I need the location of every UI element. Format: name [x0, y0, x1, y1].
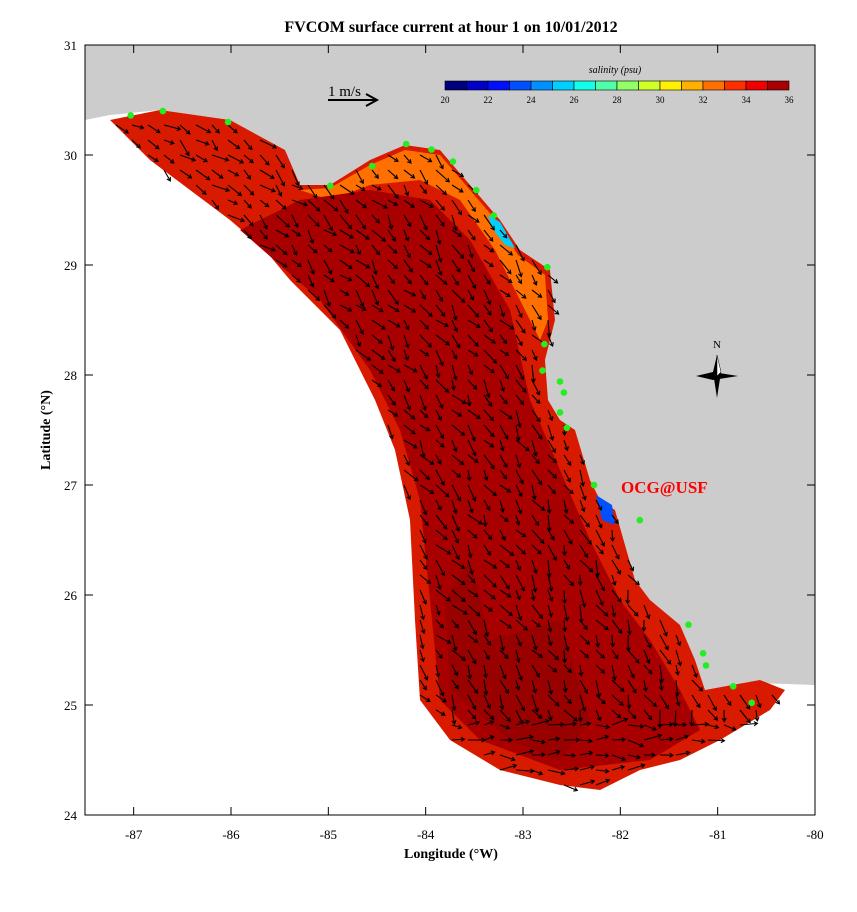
station-marker: [403, 141, 410, 148]
colorbar-swatch: [510, 81, 532, 90]
station-marker: [730, 683, 737, 690]
scale-arrow-label: 1 m/s: [328, 84, 361, 100]
station-marker: [557, 378, 564, 385]
station-marker: [685, 621, 692, 628]
colorbar-tick-label: 34: [742, 95, 752, 105]
station-marker: [564, 425, 571, 432]
credit-label: OCG@USF: [621, 478, 708, 497]
station-marker: [539, 367, 546, 374]
station-marker: [557, 409, 564, 416]
x-axis-label: Longitude (°W): [404, 847, 498, 862]
colorbar-swatch: [467, 81, 489, 90]
colorbar-swatch: [488, 81, 510, 90]
y-tick-label: 26: [64, 588, 78, 603]
station-marker: [450, 158, 457, 165]
y-tick-label: 24: [64, 808, 78, 823]
station-marker: [541, 341, 548, 348]
colorbar-swatch: [660, 81, 682, 90]
colorbar-swatch: [596, 81, 618, 90]
x-tick-label: -83: [514, 827, 531, 842]
north-label: N: [713, 339, 721, 351]
station-marker: [127, 112, 134, 119]
colorbar-tick-label: 36: [785, 95, 795, 105]
y-tick-label: 30: [64, 148, 77, 163]
station-marker: [327, 183, 334, 190]
x-tick-label: -86: [222, 827, 240, 842]
station-marker: [748, 700, 755, 707]
y-tick-label: 29: [64, 258, 77, 273]
colorbar-swatch: [553, 81, 575, 90]
y-axis-label: Latitude (°N): [39, 390, 54, 470]
x-tick-label: -81: [709, 827, 726, 842]
colorbar-swatch: [639, 81, 661, 90]
colorbar-swatch: [703, 81, 725, 90]
colorbar-swatch: [682, 81, 704, 90]
y-tick-label: 25: [64, 698, 77, 713]
station-marker: [561, 389, 568, 396]
x-tick-label: -84: [417, 827, 435, 842]
colorbar-tick-label: 26: [570, 95, 580, 105]
chart-title: FVCOM surface current at hour 1 on 10/01…: [284, 19, 617, 36]
station-marker: [473, 187, 480, 194]
colorbar-tick-label: 22: [484, 95, 493, 105]
colorbar-swatch: [768, 81, 790, 90]
colorbar-swatch: [725, 81, 747, 90]
x-tick-label: -85: [320, 827, 337, 842]
y-tick-label: 28: [64, 368, 77, 383]
colorbar-swatch: [574, 81, 596, 90]
station-marker: [703, 662, 710, 669]
colorbar-swatch: [746, 81, 768, 90]
station-marker: [637, 517, 644, 524]
colorbar-swatch: [617, 81, 639, 90]
y-tick-label: 27: [64, 478, 78, 493]
y-tick-label: 31: [64, 38, 77, 53]
station-marker: [369, 163, 376, 170]
station-marker: [544, 264, 551, 271]
station-marker: [160, 108, 167, 115]
station-marker: [428, 146, 435, 153]
x-tick-label: -82: [612, 827, 629, 842]
station-marker: [491, 212, 498, 219]
x-tick-label: -80: [806, 827, 823, 842]
station-marker: [591, 482, 598, 489]
station-marker: [225, 119, 232, 126]
colorbar-swatch: [531, 81, 553, 90]
colorbar-tick-label: 30: [656, 95, 666, 105]
colorbar-tick-label: 20: [441, 95, 451, 105]
colorbar-tick-label: 32: [699, 95, 708, 105]
colorbar-tick-label: 24: [527, 95, 537, 105]
station-marker: [700, 650, 707, 657]
colorbar-swatch: [445, 81, 467, 90]
x-tick-label: -87: [125, 827, 143, 842]
colorbar-tick-label: 28: [613, 95, 623, 105]
colorbar-title: salinity (psu): [589, 65, 642, 76]
